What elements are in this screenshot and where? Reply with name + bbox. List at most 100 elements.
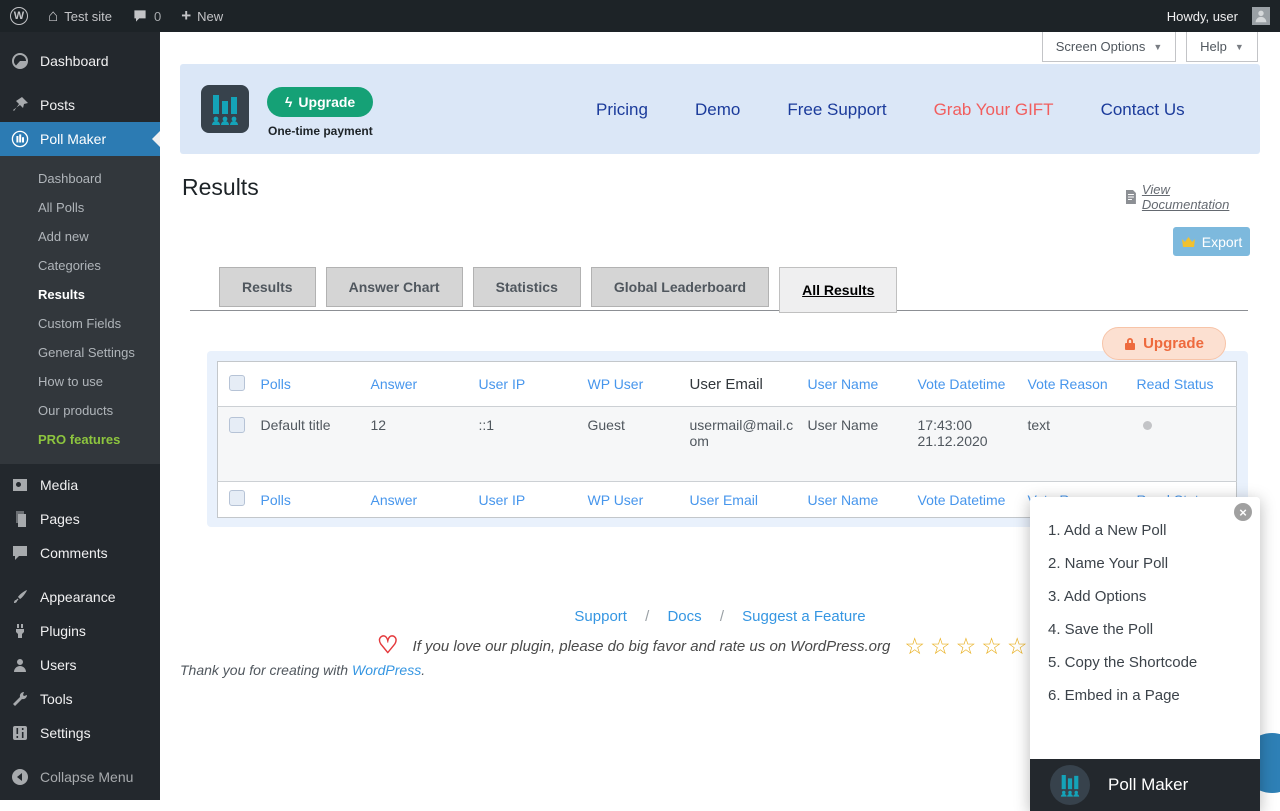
sidebar-item-users[interactable]: Users xyxy=(0,648,160,682)
help-button[interactable]: Help ▼ xyxy=(1186,32,1258,62)
column-header-vote-reason[interactable]: Vote Reason xyxy=(1027,376,1108,392)
star-rating[interactable]: ☆ ☆ ☆ ☆ ☆ xyxy=(904,632,1028,659)
star-icon[interactable]: ☆ xyxy=(904,632,925,659)
banner-nav: Pricing Demo Free Support Grab Your GIFT… xyxy=(596,100,1185,120)
submenu-general-settings[interactable]: General Settings xyxy=(38,345,135,360)
tab-global-leaderboard[interactable]: Global Leaderboard xyxy=(590,267,770,307)
chevron-down-icon: ▼ xyxy=(1234,41,1244,52)
tab-results[interactable]: Results xyxy=(219,267,316,307)
sidebar-item-comments[interactable]: Comments xyxy=(0,536,160,570)
account-menu[interactable]: Howdy, user xyxy=(1157,0,1280,32)
submenu-our-products[interactable]: Our products xyxy=(38,403,114,418)
submenu-custom-fields[interactable]: Custom Fields xyxy=(38,316,122,331)
cell-vote-datetime: 17:43:00 21.12.2020 xyxy=(915,406,1026,482)
star-icon[interactable]: ☆ xyxy=(1006,632,1028,659)
lock-icon xyxy=(1125,337,1136,350)
crown-icon xyxy=(1181,236,1195,247)
star-icon[interactable]: ☆ xyxy=(955,632,977,659)
select-all-checkbox[interactable] xyxy=(229,374,245,391)
sidebar-item-dashboard[interactable]: Dashboard xyxy=(0,44,160,78)
tab-statistics[interactable]: Statistics xyxy=(472,267,581,307)
sidebar-item-label: Dashboard xyxy=(40,53,109,69)
column-header-wp-user[interactable]: WP User xyxy=(587,376,644,392)
period: . xyxy=(421,662,426,678)
sidebar-item-appearance[interactable]: Appearance xyxy=(0,580,160,614)
column-header-answer[interactable]: Answer xyxy=(370,376,418,392)
collapse-menu-button[interactable]: Collapse Menu xyxy=(0,760,160,794)
footer-column-vote-datetime[interactable]: Vote Datetime xyxy=(917,491,1006,508)
tab-answer-chart[interactable]: Answer Chart xyxy=(325,267,463,307)
upgrade-button[interactable]: ϟ Upgrade xyxy=(267,87,374,117)
star-icon[interactable]: ☆ xyxy=(929,632,951,659)
home-icon: ⌂ xyxy=(48,6,59,25)
popup-brand-bar: Poll Maker xyxy=(1030,759,1260,811)
paintbrush-icon xyxy=(14,590,27,603)
column-header-user-name[interactable]: User Name xyxy=(807,376,879,392)
row-checkbox[interactable] xyxy=(229,417,245,433)
sidebar-item-label: Pages xyxy=(40,511,80,527)
cell-wp-user: Guest xyxy=(585,406,688,482)
comments-shortcut[interactable]: 0 xyxy=(122,0,171,32)
suggest-feature-link[interactable]: Suggest a Feature xyxy=(742,608,866,625)
admin-bar: W ⌂ Test site 0 + New Howdy, user xyxy=(0,0,1280,32)
sidebar-item-label: Tools xyxy=(40,691,73,707)
submenu-results[interactable]: Results xyxy=(38,287,85,302)
footer-column-wp-user[interactable]: WP User xyxy=(587,491,644,508)
submenu-add-new[interactable]: Add new xyxy=(38,229,89,244)
screen-options-button[interactable]: Screen Options ▼ xyxy=(1042,32,1176,62)
step-save-the-poll: 4. Save the Poll xyxy=(1048,621,1154,638)
docs-link[interactable]: Docs xyxy=(667,608,702,625)
site-name-link[interactable]: ⌂ Test site xyxy=(38,0,122,32)
sidebar-item-tools[interactable]: Tools xyxy=(0,682,160,716)
wordpress-link[interactable]: WordPress xyxy=(351,662,422,678)
upgrade-pill-button[interactable]: Upgrade xyxy=(1102,327,1226,360)
close-icon[interactable]: × xyxy=(1234,503,1252,521)
banner-link-grab-your-gift[interactable]: Grab Your GIFT xyxy=(933,100,1054,119)
view-documentation-link[interactable]: View Documentation xyxy=(1125,182,1260,212)
cell-poll-title[interactable]: Default title xyxy=(258,406,369,482)
wordpress-logo-menu[interactable]: W xyxy=(0,0,38,32)
footer-column-user-name[interactable]: User Name xyxy=(807,491,879,508)
banner-link-contact-us[interactable]: Contact Us xyxy=(1100,100,1185,119)
export-label: Export xyxy=(1201,233,1243,250)
submenu-how-to-use[interactable]: How to use xyxy=(38,374,104,389)
footer-column-answer[interactable]: Answer xyxy=(370,491,418,508)
rate-us-row: ♡ If you love our plugin, please do big … xyxy=(180,634,1260,658)
column-header-user-ip[interactable]: User IP xyxy=(478,376,526,392)
column-header-polls[interactable]: Polls xyxy=(260,376,291,392)
sidebar-item-posts[interactable]: Posts xyxy=(0,88,160,122)
select-all-checkbox[interactable] xyxy=(229,490,245,506)
sidebar-item-pages[interactable]: Pages xyxy=(0,502,160,536)
column-header-vote-datetime[interactable]: Vote Datetime xyxy=(917,376,1006,392)
new-content-menu[interactable]: + New xyxy=(171,0,233,32)
footer-column-polls[interactable]: Polls xyxy=(260,491,291,508)
submenu-pro-features[interactable]: PRO features xyxy=(38,432,121,447)
banner-link-demo[interactable]: Demo xyxy=(694,100,741,119)
sidebar-item-label: Settings xyxy=(40,725,91,741)
submenu-categories[interactable]: Categories xyxy=(38,258,101,273)
support-link[interactable]: Support xyxy=(574,608,627,625)
footer-column-user-email[interactable]: User Email xyxy=(689,491,758,508)
banner-link-pricing[interactable]: Pricing xyxy=(596,100,648,119)
user-avatar xyxy=(1252,7,1270,25)
wordpress-logo-icon: W xyxy=(10,7,28,25)
poll-maker-logo xyxy=(1050,765,1090,805)
export-button[interactable]: Export xyxy=(1173,227,1250,256)
sidebar-item-poll-maker[interactable]: Poll Maker xyxy=(0,122,160,156)
banner-link-free-support[interactable]: Free Support xyxy=(787,100,887,119)
sidebar-item-label: Collapse Menu xyxy=(40,769,134,785)
document-icon xyxy=(1125,190,1136,204)
submenu-dashboard[interactable]: Dashboard xyxy=(38,171,102,186)
comments-icon xyxy=(13,546,27,560)
sidebar-item-label: Media xyxy=(40,477,79,493)
tab-all-results[interactable]: All Results xyxy=(779,267,898,313)
sidebar-item-media[interactable]: Media xyxy=(0,468,160,502)
submenu-all-polls[interactable]: All Polls xyxy=(38,200,85,215)
footer-column-user-ip[interactable]: User IP xyxy=(478,491,526,508)
step-copy-the-shortcode: 5. Copy the Shortcode xyxy=(1048,654,1198,671)
sidebar-item-plugins[interactable]: Plugins xyxy=(0,614,160,648)
column-header-read-status[interactable]: Read Status xyxy=(1136,376,1214,392)
star-icon[interactable]: ☆ xyxy=(981,632,1002,659)
popup-brand-label: Poll Maker xyxy=(1108,775,1189,794)
sidebar-item-settings[interactable]: Settings xyxy=(0,716,160,750)
